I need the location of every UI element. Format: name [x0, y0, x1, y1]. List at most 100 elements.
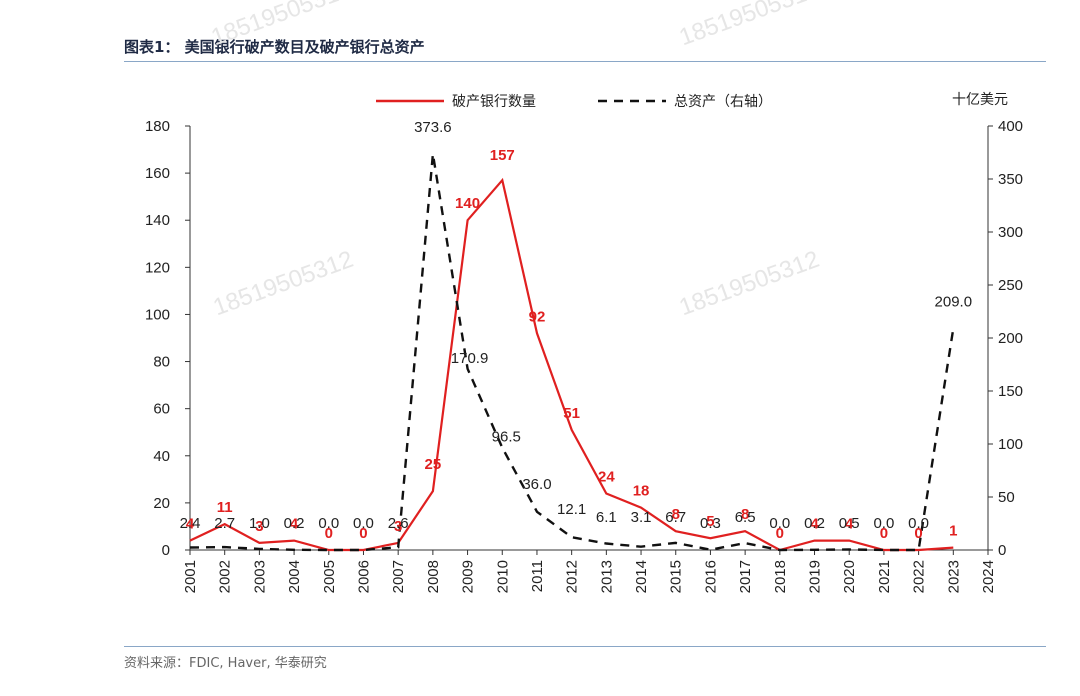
asset-data-label: 1.0	[249, 515, 270, 532]
x-tick-label: 2014	[633, 560, 650, 593]
asset-data-label: 6.5	[735, 509, 756, 526]
asset-data-label: 36.0	[522, 476, 551, 493]
asset-data-label: 0.2	[804, 515, 825, 532]
right-tick-label: 400	[998, 118, 1023, 135]
asset-data-label: 3.1	[631, 509, 652, 526]
count-data-label: 0	[914, 525, 922, 542]
asset-data-label: 0.0	[353, 515, 374, 532]
count-data-label: 140	[455, 195, 480, 212]
x-tick-label: 2001	[182, 560, 199, 593]
x-tick-label: 2010	[494, 560, 511, 593]
count-data-label: 4	[290, 516, 299, 533]
count-data-label: 51	[563, 405, 580, 422]
x-tick-label: 2005	[321, 560, 338, 593]
count-data-label: 11	[217, 499, 233, 516]
count-data-label: 4	[810, 516, 819, 533]
x-tick-label: 2015	[668, 560, 685, 593]
x-tick-label: 2006	[355, 560, 372, 593]
chart-title: 图表1： 美国银行破产数目及破产银行总资产	[124, 38, 425, 56]
asset-data-label: 12.1	[557, 501, 586, 518]
x-tick-label: 2007	[390, 560, 407, 593]
asset-data-label: 2.6	[388, 515, 409, 532]
asset-data-label: 170.9	[451, 350, 489, 367]
right-tick-label: 150	[998, 383, 1023, 400]
x-tick-label: 2013	[598, 560, 615, 593]
left-tick-label: 80	[153, 354, 170, 371]
x-tick-label: 2003	[251, 560, 268, 593]
asset-data-label: 0.0	[873, 515, 894, 532]
line-chart: 0204060801001201401601800501001502002503…	[145, 92, 1023, 593]
left-tick-label: 120	[145, 259, 170, 276]
footer-rule	[124, 646, 1046, 647]
x-tick-label: 2008	[425, 560, 442, 593]
asset-data-label: 0.2	[284, 515, 305, 532]
count-data-label: 24	[598, 468, 615, 485]
count-data-label: 92	[529, 308, 546, 325]
left-tick-label: 100	[145, 306, 170, 323]
asset-data-label: 0.0	[769, 515, 790, 532]
title-rule	[124, 61, 1046, 62]
count-data-label: 0	[880, 525, 888, 542]
right-tick-label: 200	[998, 330, 1023, 347]
count-data-label: 0	[776, 525, 784, 542]
count-data-label: 8	[672, 506, 680, 523]
right-tick-label: 0	[998, 542, 1006, 559]
asset-data-label: 0.0	[318, 515, 339, 532]
x-tick-label: 2011	[529, 560, 546, 592]
count-data-label: 4	[845, 516, 854, 533]
x-tick-label: 2012	[564, 560, 581, 593]
left-tick-label: 180	[145, 118, 170, 135]
asset-data-label: 0.5	[839, 515, 860, 532]
asset-data-label: 373.6	[414, 119, 452, 136]
right-tick-label: 50	[998, 489, 1015, 506]
x-tick-label: 2018	[772, 560, 789, 593]
right-tick-label: 250	[998, 277, 1023, 294]
right-tick-label: 300	[998, 224, 1023, 241]
source-note: 资料来源：FDIC, Haver, 华泰研究	[124, 656, 327, 671]
left-tick-label: 60	[153, 401, 170, 418]
x-tick-label: 2017	[737, 560, 754, 593]
x-tick-label: 2024	[980, 560, 997, 593]
axes: 0204060801001201401601800501001502002503…	[145, 92, 1023, 593]
count-data-label: 8	[741, 506, 749, 523]
count-data-label: 4	[186, 516, 195, 533]
x-tick-label: 2023	[945, 560, 962, 593]
left-tick-label: 0	[162, 542, 170, 559]
count-data-label: 0	[325, 525, 333, 542]
series-lines	[189, 153, 955, 552]
count-data-label: 18	[633, 483, 650, 500]
right-tick-label: 350	[998, 171, 1023, 188]
right-tick-label: 100	[998, 436, 1023, 453]
x-tick-label: 2021	[876, 560, 893, 593]
asset-data-label: 6.1	[596, 509, 617, 526]
count-data-label: 157	[490, 147, 515, 164]
count-data-label: 5	[706, 513, 714, 530]
count-data-label: 0	[359, 525, 367, 542]
asset-data-label: 6.7	[665, 509, 686, 526]
left-tick-label: 140	[145, 212, 170, 229]
x-tick-label: 2004	[286, 560, 303, 593]
count-data-label: 3	[394, 518, 402, 535]
x-tick-label: 2020	[841, 560, 858, 593]
total-assets-line	[189, 153, 955, 552]
x-tick-label: 2019	[807, 560, 824, 593]
asset-data-label: 96.5	[492, 429, 521, 446]
left-tick-label: 40	[153, 448, 170, 465]
x-tick-label: 2016	[702, 560, 719, 593]
legend: 破产银行数量 总资产（右轴）	[376, 94, 772, 110]
asset-data-label: 2.4	[180, 515, 201, 532]
count-data-label: 25	[425, 456, 442, 473]
x-tick-label: 2009	[460, 560, 477, 593]
bank-failures-line	[189, 177, 954, 552]
left-tick-label: 20	[153, 495, 170, 512]
right-axis-unit: 十亿美元	[952, 92, 1008, 108]
left-tick-label: 160	[145, 165, 170, 182]
legend-label-assets: 总资产（右轴）	[674, 94, 772, 110]
asset-data-label: 2.7	[214, 515, 235, 532]
asset-data-label: 0.0	[908, 515, 929, 532]
x-tick-label: 2022	[911, 560, 928, 593]
asset-data-label: 209.0	[935, 293, 973, 310]
legend-label-count: 破产银行数量	[452, 94, 536, 110]
count-data-label: 3	[255, 518, 263, 535]
